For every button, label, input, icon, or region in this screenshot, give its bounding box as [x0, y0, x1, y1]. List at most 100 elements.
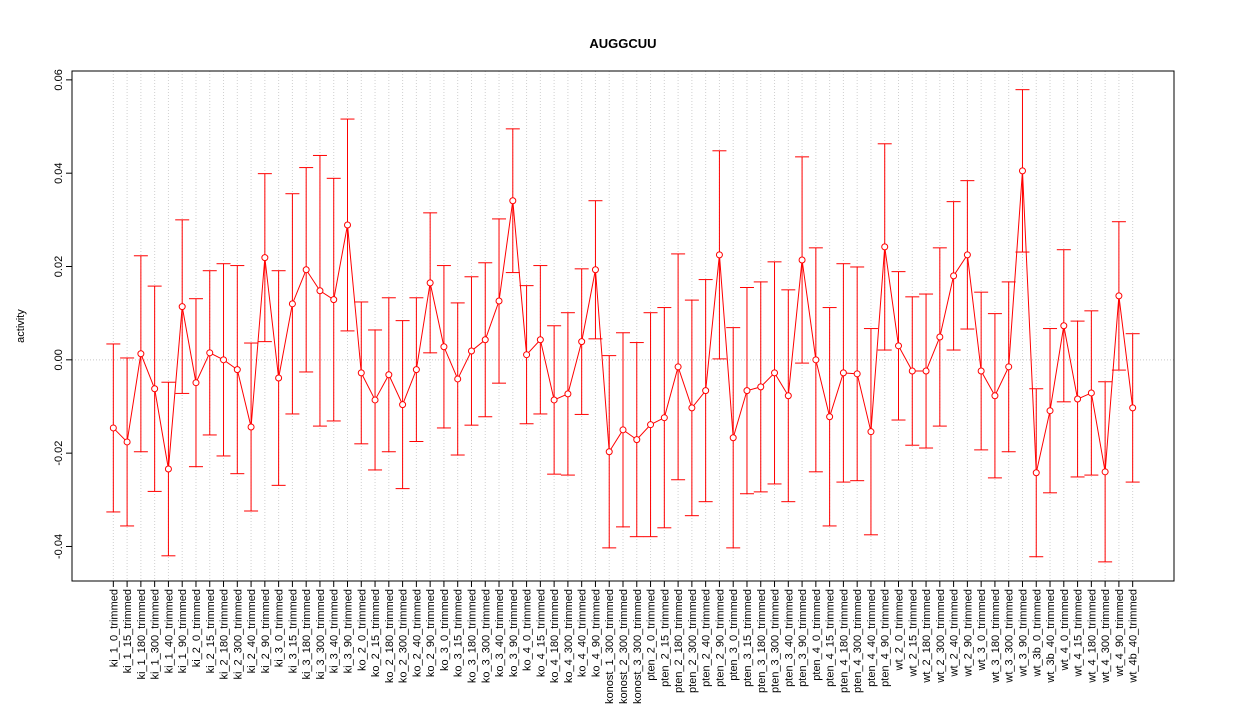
data-point	[950, 272, 958, 280]
data-point	[412, 366, 420, 374]
data-point	[550, 396, 558, 404]
data-point	[481, 336, 489, 344]
x-tick-label: ki_3_0_trimmed	[274, 589, 286, 667]
x-tick-label: wt_4_0_trimmed	[1059, 589, 1071, 671]
x-tick-label: ki_3_15_trimmed	[287, 589, 299, 673]
x-tick-label: wt_3_300_trimmed	[1004, 589, 1016, 684]
data-point	[605, 448, 613, 456]
data-point	[1018, 167, 1026, 175]
y-tick-label: -0.04	[53, 534, 65, 559]
data-point	[853, 370, 861, 378]
data-point	[137, 350, 145, 358]
x-tick-label: ko_2_180_trimmed	[384, 589, 396, 683]
x-tick-label: ko_2_0_trimmed	[356, 589, 368, 671]
data-point	[467, 347, 475, 355]
x-tick-label: pten_4_0_trimmed	[811, 589, 823, 681]
x-tick-label: ki_2_180_trimmed	[219, 589, 231, 680]
x-tick-label: ki_2_90_trimmed	[260, 589, 272, 673]
data-point	[839, 369, 847, 377]
data-point	[178, 303, 186, 311]
data-point	[826, 413, 834, 421]
data-point	[881, 243, 889, 251]
x-tick-label: wt_3_90_trimmed	[1017, 589, 1029, 677]
x-tick-label: pten_2_90_trimmed	[714, 589, 726, 687]
data-point	[922, 367, 930, 375]
data-point	[261, 254, 269, 262]
data-point	[523, 351, 531, 359]
data-point	[330, 296, 338, 304]
x-tick-label: pten_2_15_trimmed	[659, 589, 671, 687]
data-point	[1005, 363, 1013, 371]
x-tick-label: pten_2_300_trimmed	[687, 589, 699, 693]
x-tick-label: pten_4_180_trimmed	[838, 589, 850, 693]
data-point	[288, 300, 296, 308]
x-tick-label: konost_1_300_trimmed	[604, 589, 616, 704]
x-tick-label: ki_2_300_trimmed	[232, 589, 244, 680]
data-point	[812, 356, 820, 364]
y-tick-label: 0.02	[53, 256, 65, 277]
data-point	[771, 369, 779, 377]
x-tick-label: ki_3_300_trimmed	[315, 589, 327, 680]
data-point	[192, 379, 200, 387]
y-tick-label: 0.00	[53, 349, 65, 370]
data-point	[1101, 468, 1109, 476]
x-tick-label: ko_2_15_trimmed	[370, 589, 382, 677]
x-tick-label: pten_3_300_trimmed	[770, 589, 782, 693]
data-point	[715, 251, 723, 259]
data-point	[233, 366, 241, 374]
data-point	[1087, 389, 1095, 397]
data-point	[633, 436, 641, 444]
data-point	[578, 338, 586, 346]
data-point	[702, 387, 710, 395]
x-tick-label: ki_3_180_trimmed	[301, 589, 313, 680]
x-tick-label: pten_3_0_trimmed	[728, 589, 740, 681]
data-point	[798, 256, 806, 264]
x-tick-label: pten_4_15_trimmed	[825, 589, 837, 687]
data-point	[495, 297, 503, 305]
data-point	[109, 424, 117, 432]
x-tick-label: pten_4_40_trimmed	[866, 589, 878, 687]
data-point	[564, 390, 572, 398]
data-point	[454, 375, 462, 383]
data-point	[729, 434, 737, 442]
x-tick-label: ko_3_40_trimmed	[494, 589, 506, 677]
x-tick-label: ko_2_300_trimmed	[398, 589, 410, 683]
data-point	[1074, 395, 1082, 403]
x-tick-label: wt_2_300_trimmed	[935, 589, 947, 684]
x-tick-label: ki_3_40_trimmed	[329, 589, 341, 673]
data-point	[674, 363, 682, 371]
x-tick-label: pten_2_40_trimmed	[701, 589, 713, 687]
data-point	[660, 414, 668, 422]
x-tick-label: pten_4_300_trimmed	[852, 589, 864, 693]
x-tick-label: ko_4_300_trimmed	[563, 589, 575, 683]
chart-title: AUGGCUU	[589, 36, 656, 51]
x-tick-label: ki_1_0_trimmed	[108, 589, 120, 667]
x-tick-label: ki_1_90_trimmed	[177, 589, 189, 673]
x-tick-label: wt_3b_0_trimmed	[1031, 589, 1043, 677]
data-point	[399, 401, 407, 409]
data-point	[371, 396, 379, 404]
x-tick-label: ko_2_40_trimmed	[411, 589, 423, 677]
data-point	[591, 266, 599, 274]
x-tick-label: ki_1_40_trimmed	[163, 589, 175, 673]
data-point	[1115, 292, 1123, 300]
x-tick-label: wt_3_0_trimmed	[976, 589, 988, 671]
data-point	[426, 279, 434, 287]
data-point	[151, 385, 159, 393]
data-point	[344, 221, 351, 229]
data-point	[1032, 469, 1040, 477]
data-point	[164, 465, 172, 473]
data-point	[867, 428, 875, 436]
x-tick-label: wt_3_180_trimmed	[990, 589, 1002, 684]
x-tick-label: wt_2_40_trimmed	[949, 589, 961, 677]
data-point	[908, 367, 916, 375]
x-tick-label: ki_1_15_trimmed	[122, 589, 134, 673]
data-point	[123, 438, 131, 446]
data-point	[316, 287, 324, 295]
x-tick-label: ko_4_0_trimmed	[522, 589, 534, 671]
data-point	[743, 387, 751, 395]
data-point	[688, 404, 696, 412]
x-tick-label: wt_2_15_trimmed	[907, 589, 919, 677]
x-tick-label: pten_3_15_trimmed	[742, 589, 754, 687]
